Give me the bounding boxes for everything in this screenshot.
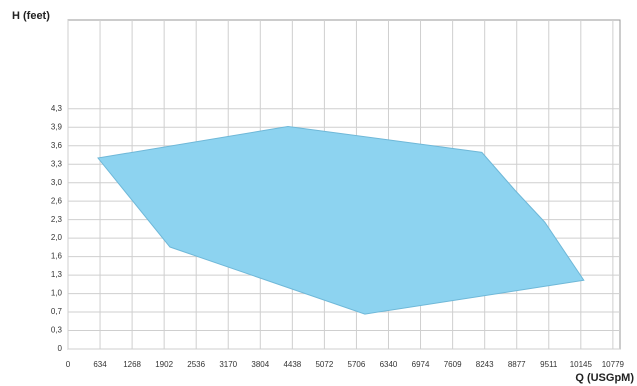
y-tick-label: 3,0 [51,178,63,187]
x-tick-label: 2536 [187,360,205,369]
x-tick-label: 8243 [476,360,494,369]
x-tick-label: 0 [66,360,71,369]
x-tick-label: 10145 [570,360,593,369]
y-tick-label: 3,6 [51,141,63,150]
y-tick-label: 3,3 [51,159,63,168]
y-tick-label: 1,0 [51,289,63,298]
x-tick-label: 3804 [251,360,269,369]
x-tick-label: 10779 [602,360,625,369]
y-tick-label: 2,6 [51,196,63,205]
x-tick-label: 5706 [348,360,366,369]
y-tick-label: 2,3 [51,215,63,224]
x-tick-label: 6340 [380,360,398,369]
y-tick-label: 2,0 [51,233,63,242]
y-tick-label: 3,9 [51,122,63,131]
y-tick-label: 4,3 [51,104,63,113]
x-tick-label: 3170 [219,360,237,369]
y-tick-label: 1,3 [51,270,63,279]
y-tick-label: 0,3 [51,326,63,335]
x-tick-label: 1268 [123,360,141,369]
y-axis-title: H (feet) [12,10,50,22]
x-tick-label: 7609 [444,360,462,369]
x-tick-label: 1902 [155,360,173,369]
y-tick-label: 0,7 [51,307,63,316]
x-tick-label: 9511 [540,360,558,369]
x-tick-label: 6974 [412,360,430,369]
x-tick-label: 8877 [508,360,526,369]
x-tick-label: 5072 [315,360,333,369]
operating-range [97,125,585,315]
x-tick-label: 4438 [283,360,301,369]
x-axis-title: Q (USGpM) [575,372,634,384]
y-tick-label: 0 [58,344,63,353]
x-tick-label: 634 [93,360,107,369]
y-tick-label: 1,6 [51,252,63,261]
